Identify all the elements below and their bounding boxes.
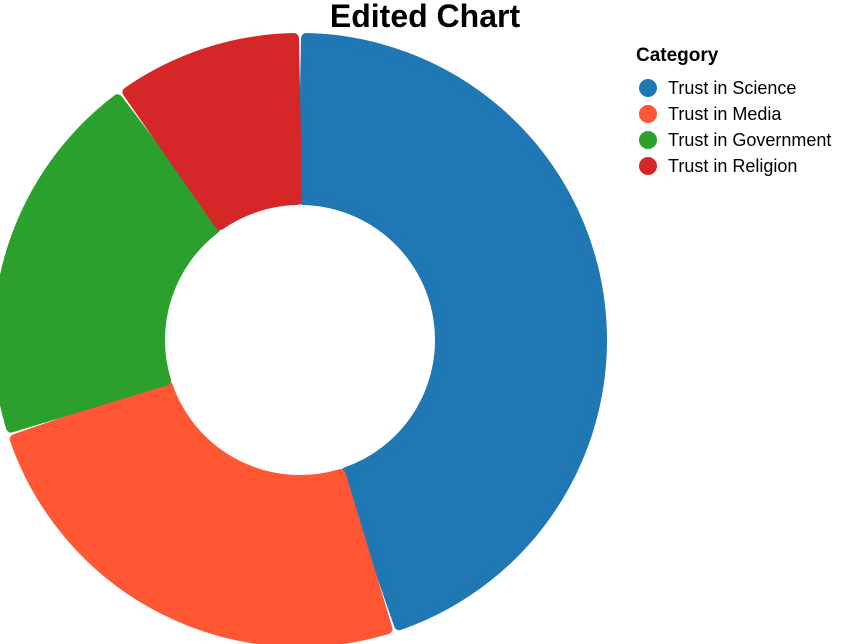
slice-trust-in-government[interactable] (0, 94, 221, 433)
slice-trust-in-science[interactable] (297, 33, 607, 631)
legend-swatch-trust-in-science (639, 79, 657, 97)
legend-swatch-trust-in-religion (639, 157, 657, 175)
legend-item-trust-in-science: Trust in Science (639, 78, 796, 98)
legend-items: Trust in Science Trust in Media Trust in G… (639, 78, 831, 176)
legend-title: Category (636, 45, 719, 66)
slice-trust-in-religion[interactable] (122, 33, 303, 231)
legend-label-trust-in-government: Trust in Government (668, 130, 831, 150)
legend-label-trust-in-science: Trust in Science (668, 78, 796, 98)
legend-item-trust-in-government: Trust in Government (639, 130, 831, 150)
legend-swatch-trust-in-media (639, 105, 657, 123)
legend-item-trust-in-religion: Trust in Religion (639, 156, 797, 176)
legend-label-trust-in-religion: Trust in Religion (668, 156, 797, 176)
legend-label-trust-in-media: Trust in Media (668, 104, 782, 124)
legend-swatch-trust-in-government (639, 131, 657, 149)
donut-slices (0, 33, 607, 644)
legend-item-trust-in-media: Trust in Media (639, 104, 782, 124)
slice-trust-in-media[interactable] (9, 380, 393, 644)
chart-title: Edited Chart (330, 0, 521, 34)
